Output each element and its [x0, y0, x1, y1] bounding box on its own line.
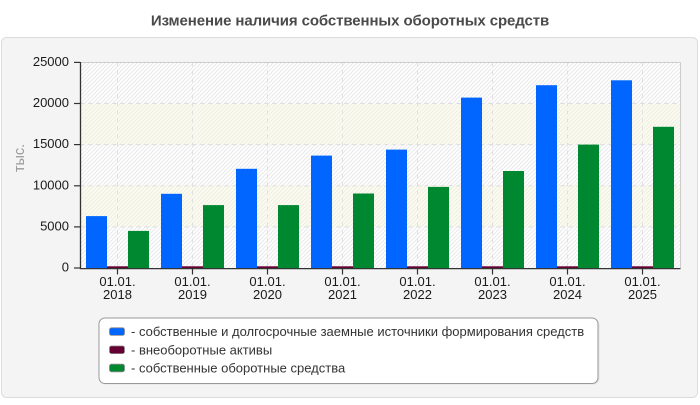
svg-text:2023: 2023	[478, 287, 507, 302]
svg-text:0: 0	[62, 260, 69, 275]
svg-text:2021: 2021	[328, 287, 357, 302]
svg-text:01.01.: 01.01.	[99, 274, 135, 289]
svg-text:01.01.: 01.01.	[624, 274, 660, 289]
svg-text:- собственные и долгосрочные з: - собственные и долгосрочные заемные ист…	[131, 324, 584, 339]
svg-text:2018: 2018	[103, 287, 132, 302]
svg-text:01.01.: 01.01.	[249, 274, 285, 289]
svg-text:Изменение наличия собственных: Изменение наличия собственных оборотных …	[151, 13, 549, 30]
svg-text:2020: 2020	[253, 287, 282, 302]
svg-text:01.01.: 01.01.	[324, 274, 360, 289]
svg-text:15000: 15000	[33, 136, 69, 151]
svg-text:- внеоборотные активы: - внеоборотные активы	[131, 342, 272, 357]
svg-text:25000: 25000	[33, 54, 69, 69]
svg-text:01.01.: 01.01.	[474, 274, 510, 289]
svg-text:20000: 20000	[33, 95, 69, 110]
svg-text:2025: 2025	[628, 287, 657, 302]
svg-text:01.01.: 01.01.	[174, 274, 210, 289]
svg-text:5000: 5000	[40, 219, 69, 234]
svg-text:- собственные оборотные средст: - собственные оборотные средства	[131, 361, 346, 376]
svg-text:01.01.: 01.01.	[399, 274, 435, 289]
svg-text:тыс.: тыс.	[12, 144, 28, 172]
svg-text:2019: 2019	[178, 287, 207, 302]
svg-text:2024: 2024	[553, 287, 582, 302]
svg-text:01.01.: 01.01.	[549, 274, 585, 289]
svg-text:2022: 2022	[403, 287, 432, 302]
svg-text:10000: 10000	[33, 177, 69, 192]
